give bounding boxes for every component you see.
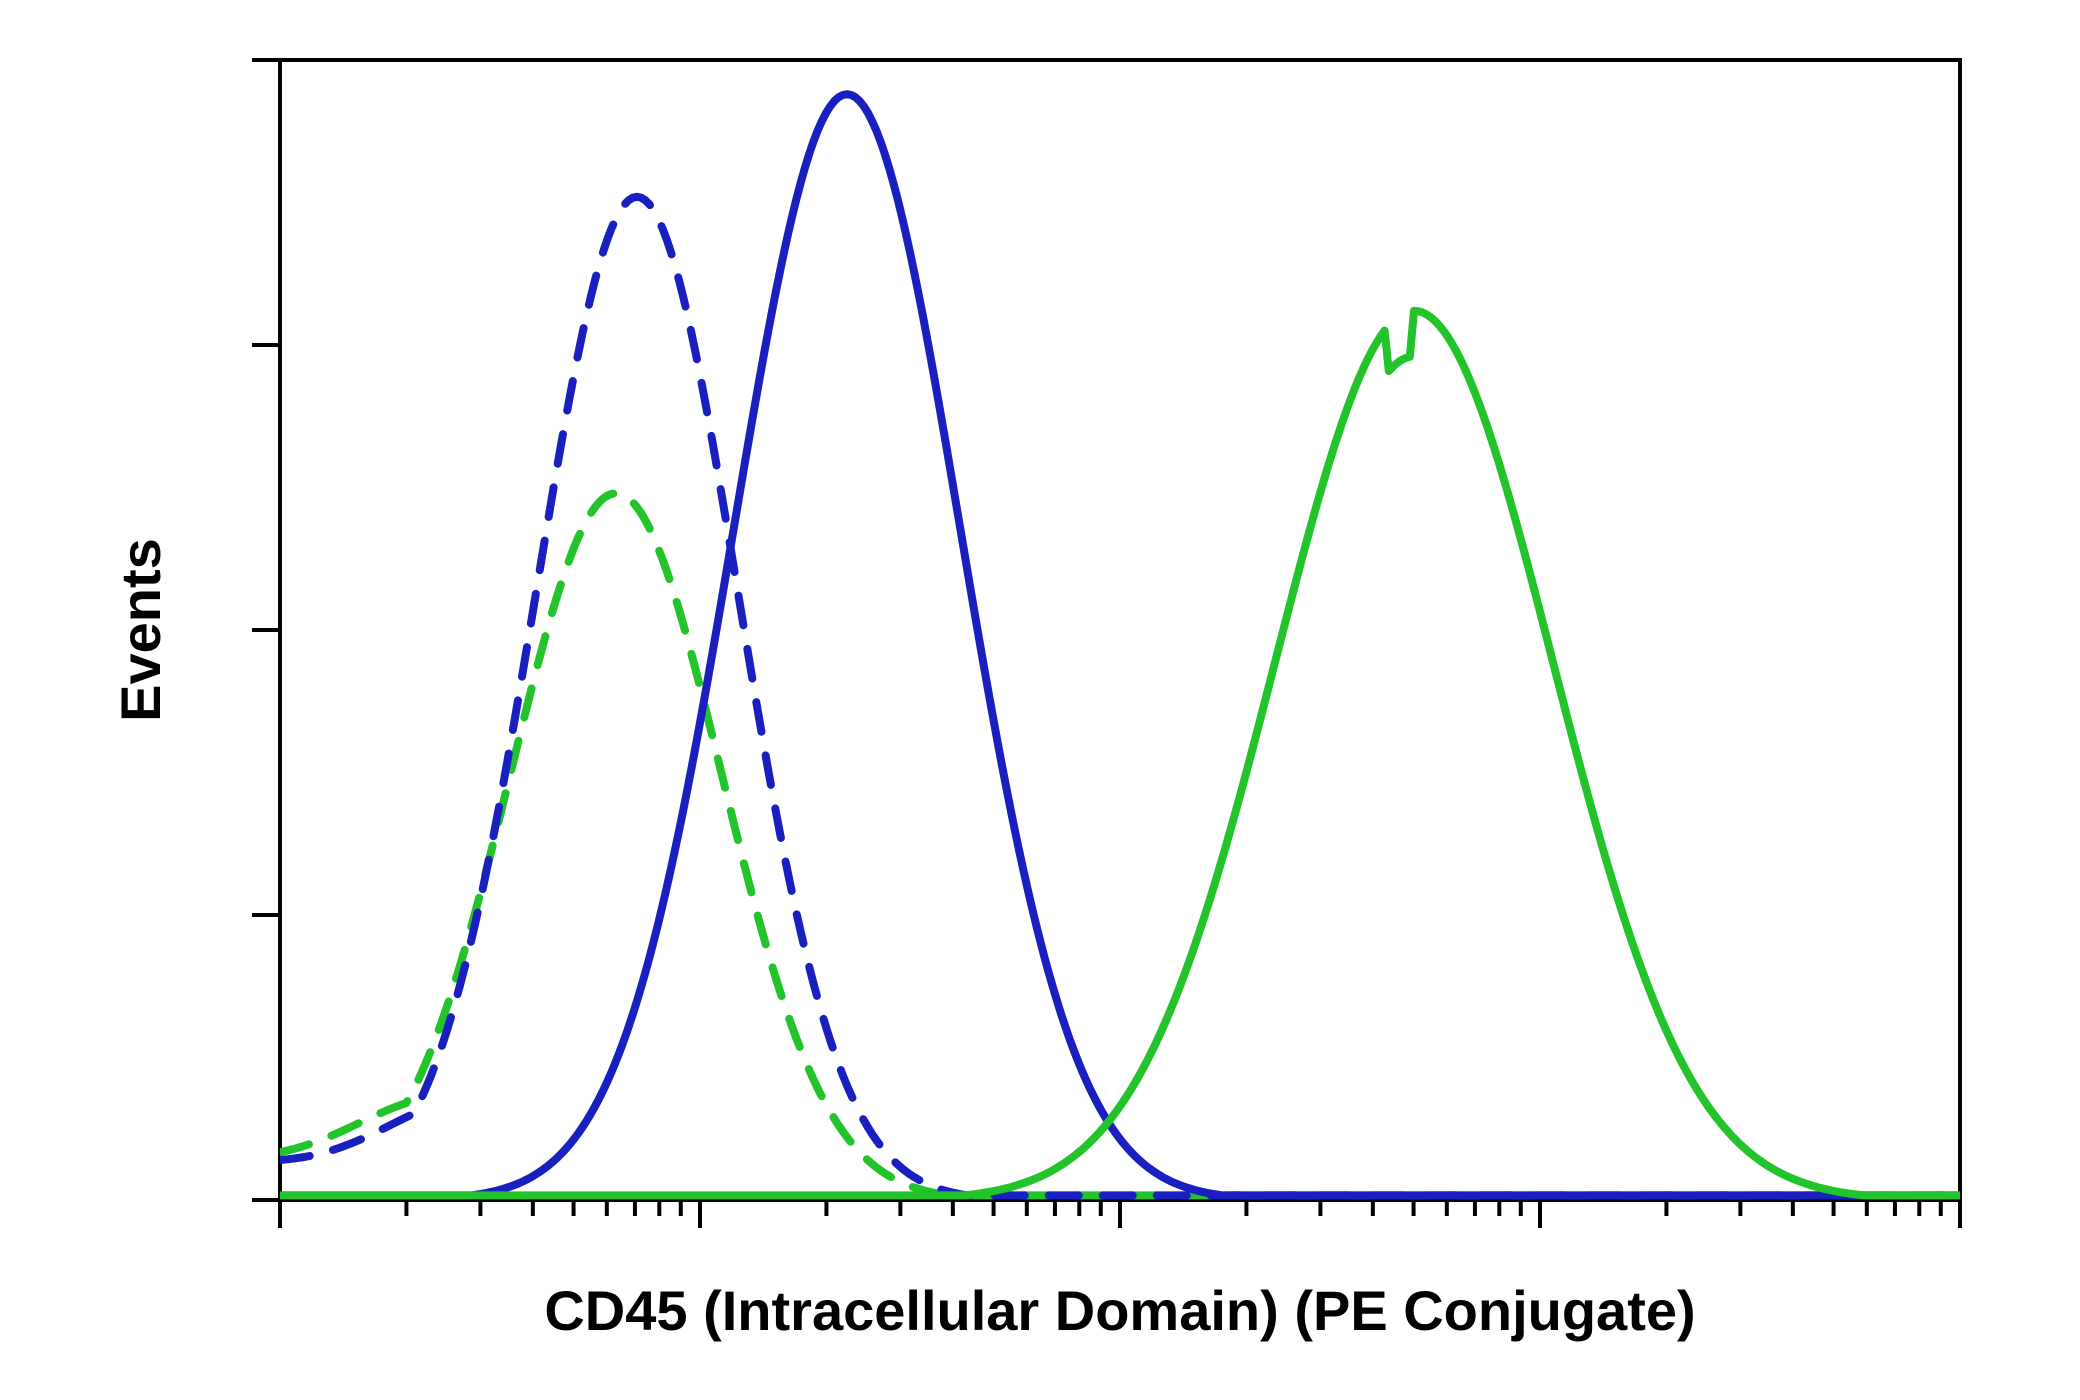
y-axis-label: Events: [109, 538, 172, 722]
chart-container: Events CD45 (Intracellular Domain) (PE Co…: [0, 0, 2080, 1400]
flow-histogram-svg: Events CD45 (Intracellular Domain) (PE Co…: [0, 0, 2080, 1400]
x-axis-label: CD45 (Intracellular Domain) (PE Conjugat…: [544, 1279, 1695, 1342]
